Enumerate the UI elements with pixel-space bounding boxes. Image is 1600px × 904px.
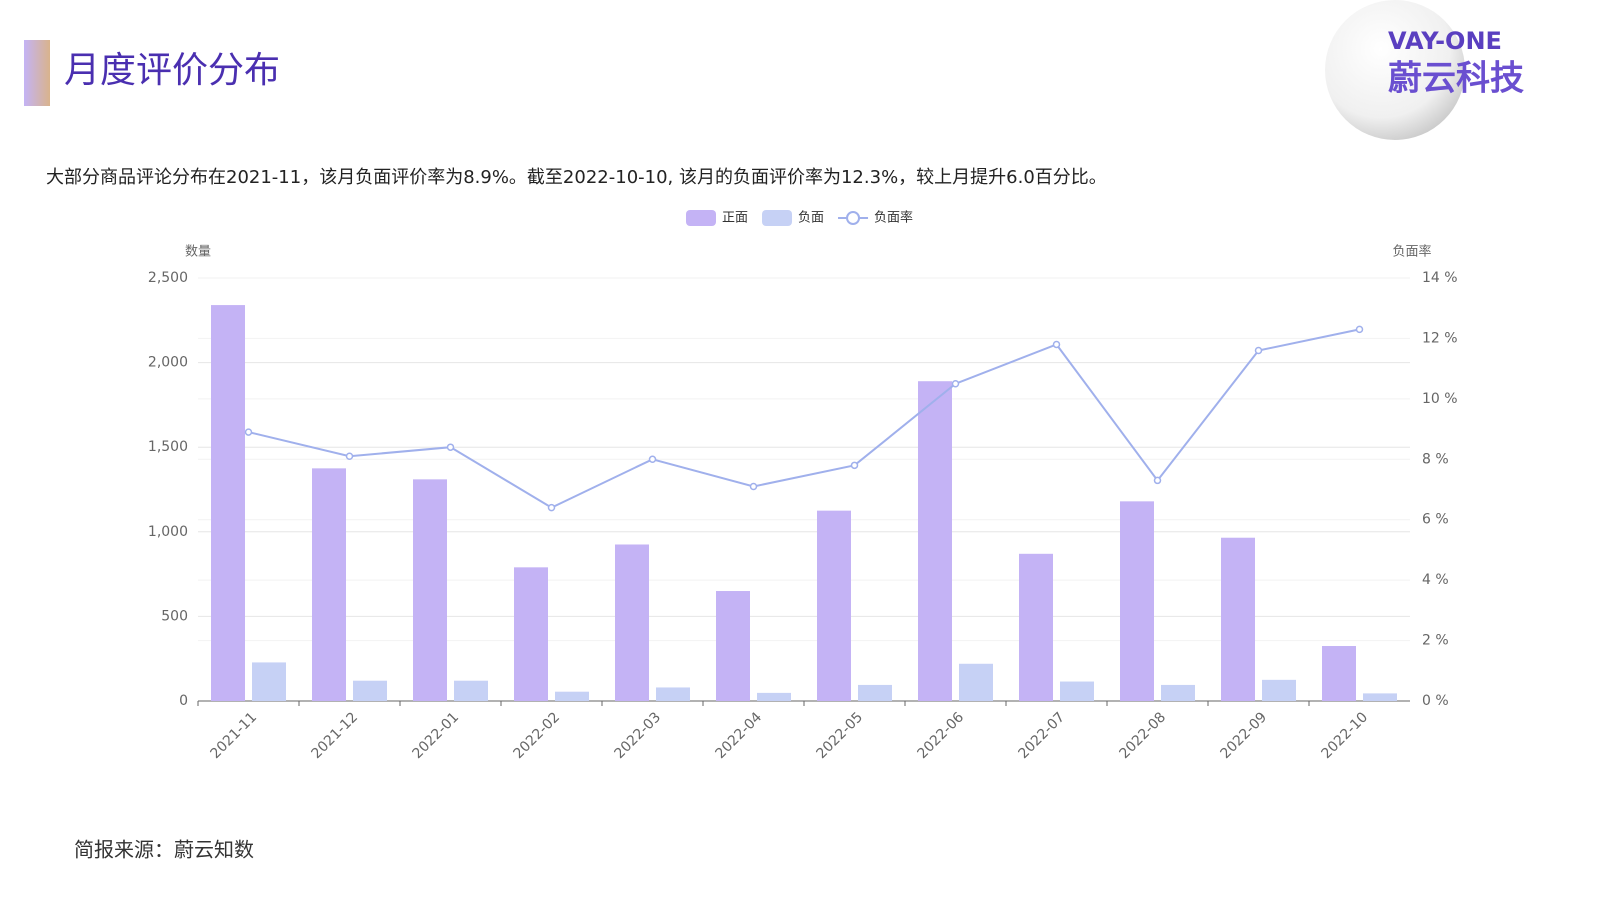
bar	[312, 468, 346, 701]
bar	[1322, 646, 1356, 701]
legend-point	[846, 211, 861, 225]
x-tick-label: 2022-08	[1116, 709, 1169, 762]
y2-tick-label: 14 %	[1422, 270, 1458, 286]
x-tick-label: 2022-03	[611, 709, 664, 762]
rate-line	[248, 328, 1360, 509]
x-tick-label: 2022-04	[712, 709, 765, 762]
rate-point	[547, 503, 556, 512]
y2-tick-label: 2 %	[1422, 633, 1449, 649]
y2-tick-label: 10 %	[1422, 391, 1458, 407]
y2-tick-label: 4 %	[1422, 572, 1449, 588]
y2-tick-label: 0 %	[1422, 693, 1449, 709]
rate-point	[1254, 346, 1263, 355]
bar	[1161, 684, 1195, 701]
bar	[413, 479, 447, 701]
x-tick-label: 2021-12	[308, 709, 361, 762]
x-tick-label: 2022-01	[409, 709, 462, 762]
rate-point	[1153, 476, 1162, 485]
y2-tick-label: 12 %	[1422, 330, 1458, 346]
bar	[716, 591, 750, 701]
legend-label: 正面	[722, 211, 748, 226]
legend-label: 负面	[798, 211, 824, 226]
bar	[858, 684, 892, 701]
footer: 简报来源：蔚云知数	[74, 838, 254, 862]
x-tick-label: 2022-06	[914, 709, 967, 762]
rate-point	[446, 443, 455, 451]
logo-bottom: 蔚云科技	[1388, 59, 1524, 99]
y-tick-label: 1,000	[148, 524, 188, 540]
rate-point	[648, 455, 657, 464]
bar	[817, 510, 851, 701]
bar	[1262, 679, 1296, 701]
y2-tick-label: 6 %	[1422, 512, 1449, 528]
bar	[656, 687, 690, 701]
logo-ball	[1325, 0, 1465, 140]
rate-point	[1052, 340, 1061, 349]
bar	[514, 567, 548, 701]
bar	[252, 662, 286, 701]
bar	[555, 691, 589, 701]
bar	[1221, 537, 1255, 701]
summary: 大部分商品评论分布在2021-11，该月负面评价率为8.9%。截至2022-10…	[46, 167, 1107, 188]
bar	[1019, 553, 1053, 701]
bar	[211, 305, 245, 701]
y-tick-label: 2,500	[148, 270, 188, 286]
y-tick-label: 1,500	[148, 439, 188, 455]
rate-point	[951, 380, 960, 388]
bar	[615, 544, 649, 701]
x-tick-label: 2022-02	[510, 709, 563, 762]
x-tick-label: 2021-11	[207, 709, 260, 762]
legend-swatch	[686, 210, 716, 226]
y2-axis-title: 负面率	[1392, 244, 1431, 260]
y-tick-label: 2,000	[148, 355, 188, 371]
legend-label: 负面率	[874, 210, 913, 226]
title-accent	[24, 40, 50, 106]
bar	[959, 663, 993, 701]
rate-point	[1355, 325, 1364, 334]
rate-point	[345, 452, 354, 461]
rate-point	[749, 482, 758, 491]
bar	[1060, 681, 1094, 701]
rate-point	[244, 428, 253, 436]
rate-point	[850, 461, 859, 470]
bar	[353, 680, 387, 701]
bar	[1120, 501, 1154, 701]
y-axis-title: 数量	[185, 245, 211, 260]
bar	[757, 692, 791, 701]
y-tick-label: 500	[161, 608, 188, 624]
x-tick-label: 2022-07	[1015, 709, 1068, 762]
bar	[1363, 693, 1397, 701]
y2-tick-label: 8 %	[1422, 451, 1449, 467]
x-tick-label: 2022-09	[1217, 709, 1270, 762]
bar	[454, 680, 488, 701]
logo-top: VAY-ONE	[1388, 27, 1502, 55]
x-tick-label: 2022-05	[813, 709, 866, 762]
page-title: 月度评价分布	[64, 50, 280, 91]
bar	[918, 381, 952, 701]
x-tick-label: 2022-10	[1318, 709, 1371, 762]
y-tick-label: 0	[179, 693, 188, 709]
legend-swatch	[762, 210, 793, 226]
